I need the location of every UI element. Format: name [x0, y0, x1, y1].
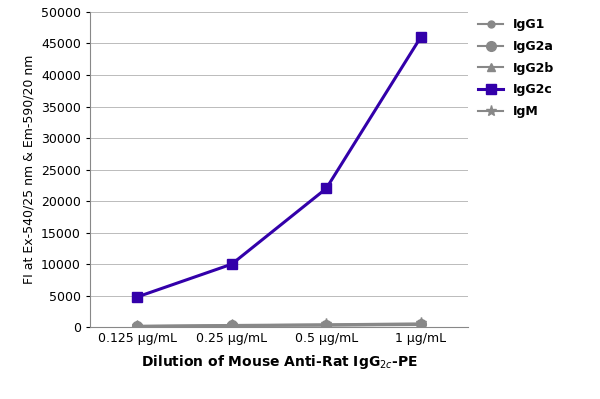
IgG2c — [134, 294, 141, 299]
IgM — [323, 322, 330, 327]
IgG2b — [417, 322, 424, 327]
Line: IgM: IgM — [131, 318, 427, 332]
IgG1 — [228, 324, 235, 328]
IgG2a — [134, 324, 141, 328]
IgM — [228, 322, 235, 327]
IgG1 — [417, 322, 424, 327]
Line: IgG1: IgG1 — [134, 322, 424, 330]
IgG1 — [134, 324, 141, 329]
IgG2b — [228, 324, 235, 328]
IgM — [417, 321, 424, 326]
IgG2a — [323, 322, 330, 327]
IgG2c — [417, 35, 424, 40]
IgG2b — [134, 324, 141, 329]
IgM — [134, 324, 141, 328]
IgG1 — [323, 323, 330, 328]
Line: IgG2a: IgG2a — [133, 319, 425, 331]
IgG2c — [323, 186, 330, 191]
IgG2a — [417, 322, 424, 326]
Line: IgG2c: IgG2c — [133, 32, 425, 302]
IgG2c — [228, 262, 235, 267]
IgG2a — [228, 323, 235, 328]
Y-axis label: FI at Ex-540/25 nm & Em-590/20 nm: FI at Ex-540/25 nm & Em-590/20 nm — [22, 55, 35, 284]
Legend: IgG1, IgG2a, IgG2b, IgG2c, IgM: IgG1, IgG2a, IgG2b, IgG2c, IgM — [478, 18, 554, 118]
IgG2b — [323, 323, 330, 328]
Line: IgG2b: IgG2b — [133, 320, 425, 330]
X-axis label: Dilution of Mouse Anti-Rat IgG$_{2c}$-PE: Dilution of Mouse Anti-Rat IgG$_{2c}$-PE — [140, 354, 418, 371]
